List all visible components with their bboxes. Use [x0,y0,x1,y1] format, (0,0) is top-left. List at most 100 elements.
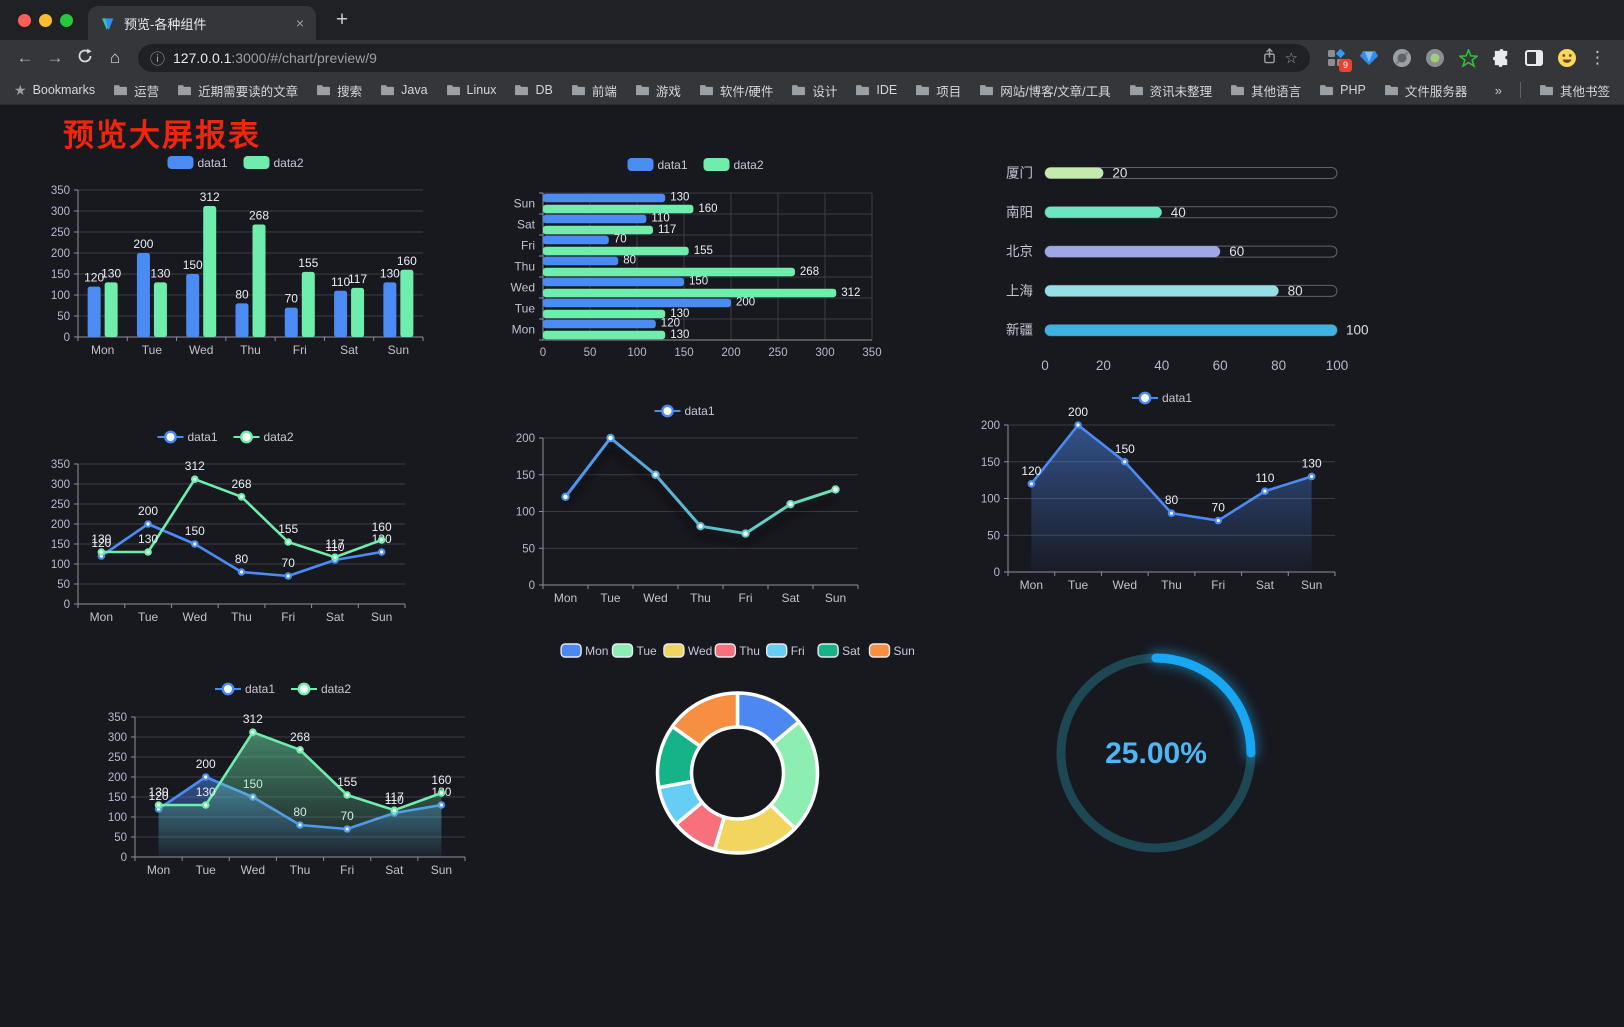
point-value-label: 120 [149,789,169,803]
folder-icon [178,85,192,96]
bookmarks-manager[interactable]: ★ Bookmarks [14,82,95,99]
bookmark-folder[interactable]: Linux [446,83,496,97]
gray-extension-icon[interactable] [1392,48,1412,68]
bookmarks-overflow-chevron[interactable]: » [1494,82,1502,98]
progress-label: 厦门 [1006,166,1033,181]
bookmark-folder[interactable]: 游戏 [635,81,681,100]
y-tick-label: 50 [522,543,535,555]
bar [301,271,315,337]
vue-devtools-icon[interactable] [1359,48,1379,68]
bar [543,288,837,298]
bar [104,282,118,337]
bar [87,286,101,337]
chart-canvas: 25.00% [1056,651,1258,853]
bookmark-folder-label: 搜索 [337,84,363,99]
donut-chart: Mon Tue Wed Thu Fri Sat Sun [545,633,930,891]
other-bookmarks-folder[interactable]: 其他书签 [1539,81,1610,100]
bar-value-label: 80 [623,255,636,267]
bookmark-folder[interactable]: 前端 [571,81,617,100]
data-point-core [193,542,197,546]
y-tick-label: 100 [51,559,70,571]
legend-label: Fri [791,644,805,658]
progress-fill [1045,285,1279,297]
data-point-core [99,550,103,554]
new-tab-button[interactable]: + [335,8,349,31]
legend-label: Mon [585,644,608,658]
minimize-window-button[interactable] [39,14,52,27]
bookmark-folder[interactable]: PHP [1319,83,1366,97]
data-point-core [333,555,337,559]
bookmark-folder[interactable]: 网站/博客/文章/工具 [979,81,1111,100]
window-controls [18,14,73,27]
bar-value-label: 130 [380,266,400,280]
point-value-label: 70 [1212,501,1226,515]
bookmark-folder[interactable]: DB [514,83,553,97]
bar-value-label: 130 [670,329,689,341]
share-glyph [1263,47,1275,64]
y-tick-label: 50 [57,579,70,591]
x-category-label: Wed [1113,578,1137,592]
x-tick-label: 0 [540,347,546,359]
point-value-label: 120 [1021,464,1041,478]
bookmark-folder[interactable]: IDE [855,83,897,97]
bookmark-folder[interactable]: 其他语言 [1230,81,1301,100]
y-tick-label: 50 [987,530,1000,542]
bookmark-folder[interactable]: 运营 [113,81,159,100]
green-star-extension-icon[interactable] [1458,48,1478,68]
x-category-label: Fri [281,610,295,624]
y-tick-label: 0 [121,852,127,864]
bar-value-label: 155 [298,256,318,270]
tab-close-icon[interactable]: × [295,15,304,31]
x-category-label: Thu [690,591,711,605]
forward-icon[interactable]: → [46,48,64,67]
point-value-label: 110 [385,793,404,807]
other-bookmarks-label: 其他书签 [1559,84,1610,99]
share-icon[interactable] [1262,47,1277,68]
x-category-label: Thu [231,610,252,624]
browser-menu-icon[interactable]: ⋮ [1589,48,1606,67]
bookmark-folder-label: 项目 [936,84,962,99]
close-window-button[interactable] [18,14,31,27]
emoji-extension-icon[interactable] [1557,48,1577,68]
bar [543,235,609,245]
bookmark-folder[interactable]: 搜索 [316,81,362,100]
bookmark-folder[interactable]: 软件/硬件 [699,81,773,100]
page-info-icon[interactable]: ⓘ [150,50,166,68]
y-tick-label: 250 [51,227,70,239]
bookmark-folder[interactable]: 资讯未整理 [1129,81,1212,100]
bookmark-star-icon[interactable]: ☆ [1284,50,1298,67]
y-tick-label: 0 [64,332,70,344]
x-category-label: Sat [385,863,404,877]
puzzle-glyph [1492,48,1507,67]
browser-tab[interactable]: 预览-各种组件 × [88,6,316,40]
bookmark-folder[interactable]: 文件服务器 [1384,81,1467,100]
legend-swatch [765,643,788,658]
extension-tiles-icon[interactable]: 9 [1326,48,1352,72]
bar-value-label: 312 [200,190,220,204]
address-bar[interactable]: ⓘ 127.0.0.1:3000/#/chart/preview/9 ☆ [138,44,1310,72]
bookmark-folder[interactable]: 设计 [791,81,837,100]
home-icon[interactable]: ⌂ [109,48,121,67]
extensions-puzzle-icon[interactable] [1491,48,1511,68]
bookmark-folder[interactable]: 项目 [915,81,961,100]
y-tick-label: 350 [51,185,70,197]
sidebar-toggle-icon[interactable] [1524,48,1544,68]
bar [543,225,653,235]
bookmark-folder[interactable]: 近期需要读的文章 [177,81,298,100]
folder-icon [446,85,460,96]
bar-value-label: 130 [101,266,121,280]
legend-swatch [560,643,582,658]
back-icon[interactable]: ← [16,48,34,67]
maximize-window-button[interactable] [60,14,73,27]
bookmark-folder-list: 运营 近期需要读的文章 搜索 Java Linux DB 前端 游戏 软件/硬件 设计 IDE 项目 网… [113,81,1467,100]
reload-icon[interactable] [70,48,100,69]
point-value-label: 155 [337,775,357,789]
x-tick-label: 300 [815,347,834,359]
recorder-extension-icon[interactable] [1425,48,1445,68]
bookmark-folder[interactable]: Java [380,83,428,97]
folder-icon [571,85,585,96]
legend-swatch [868,643,891,658]
bar [136,253,150,337]
x-category-label: Sun [1301,578,1322,592]
